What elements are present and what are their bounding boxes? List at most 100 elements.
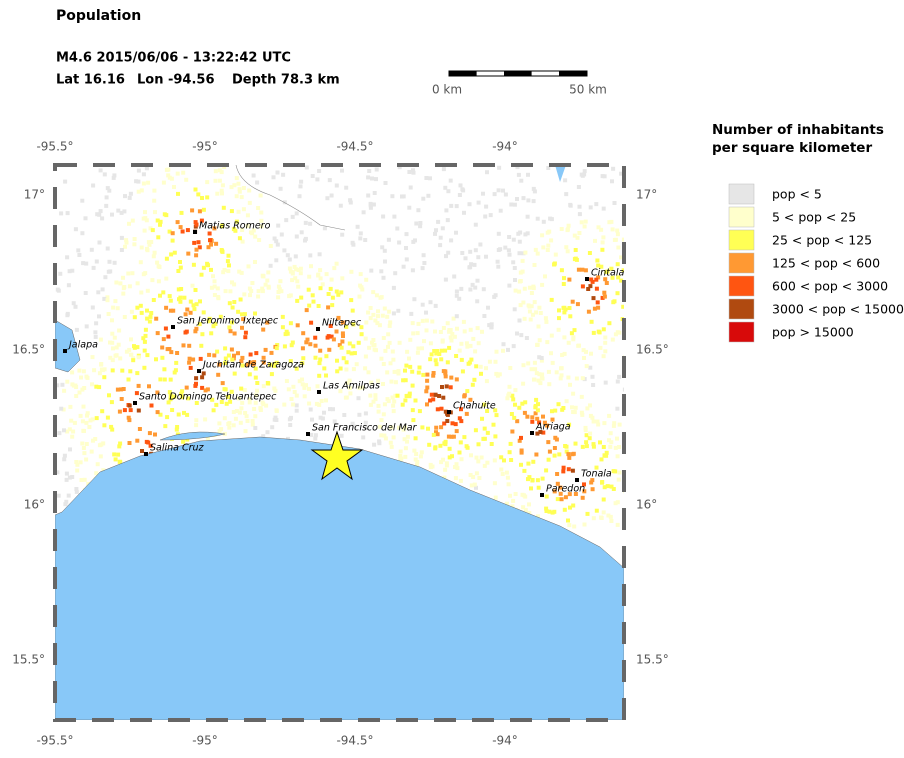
pop-cell: [438, 243, 443, 248]
pop-cell: [260, 289, 265, 294]
pop-cell: [99, 362, 104, 366]
pop-cell: [491, 422, 496, 427]
pop-cell: [175, 171, 180, 176]
pop-cell: [500, 472, 505, 476]
pop-cell: [110, 427, 115, 432]
pop-cell: [379, 418, 384, 423]
pop-cell: [127, 284, 132, 289]
pop-cell: [136, 408, 141, 413]
pop-cell: [103, 275, 108, 280]
pop-cell: [354, 362, 359, 367]
pop-cell: [622, 387, 624, 392]
pop-cell: [227, 325, 232, 330]
pop-cell: [213, 321, 218, 326]
pop-cell: [420, 302, 425, 307]
pop-cell: [459, 407, 463, 412]
pop-cell: [238, 420, 243, 425]
pop-cell: [70, 475, 75, 479]
pop-cell: [126, 271, 131, 276]
pop-cell: [115, 306, 120, 311]
pop-cell: [428, 398, 433, 403]
pop-cell: [584, 433, 589, 438]
pop-cell: [242, 292, 247, 297]
pop-cell: [155, 390, 160, 395]
pop-cell: [299, 179, 304, 184]
pop-cell: [128, 408, 133, 413]
pop-cell: [239, 386, 244, 391]
pop-cell: [124, 349, 129, 354]
pop-cell: [127, 195, 132, 200]
pop-cell: [289, 397, 294, 401]
pop-cell: [594, 508, 599, 513]
pop-cell: [596, 329, 601, 334]
pop-cell: [405, 349, 410, 354]
pop-cell: [596, 263, 601, 268]
pop-cell: [233, 416, 238, 421]
pop-cell: [594, 202, 599, 207]
pop-cell: [89, 247, 94, 252]
pop-cell: [574, 376, 579, 381]
pop-cell: [580, 267, 585, 272]
pop-cell: [489, 325, 494, 330]
pop-cell: [411, 331, 416, 336]
pop-cell: [403, 378, 408, 383]
pop-cell: [117, 409, 122, 414]
pop-cell: [416, 370, 421, 375]
pop-cell: [607, 413, 612, 418]
pop-cell: [282, 248, 287, 253]
pop-cell: [178, 225, 183, 230]
pop-cell: [156, 235, 161, 240]
pop-cell: [381, 362, 386, 366]
pop-cell: [223, 346, 228, 351]
pop-cell: [293, 254, 298, 259]
pop-cell: [294, 408, 299, 413]
pop-cell: [285, 331, 290, 336]
pop-cell: [556, 402, 561, 407]
pop-cell: [121, 387, 126, 391]
pop-cell: [308, 221, 313, 226]
pop-cell: [443, 409, 448, 414]
pop-cell: [115, 387, 120, 392]
pop-cell: [380, 245, 385, 250]
pop-cell: [493, 408, 498, 413]
pop-cell: [420, 266, 425, 271]
pop-cell: [541, 245, 546, 250]
pop-cell: [472, 262, 477, 267]
pop-cell: [509, 412, 514, 416]
pop-cell: [92, 368, 97, 373]
pop-cell: [334, 261, 339, 266]
pop-cell: [493, 293, 498, 298]
pop-cell: [415, 331, 420, 336]
pop-cell: [449, 375, 454, 380]
pop-cell: [337, 343, 342, 348]
lon-tick-label: -95°: [192, 734, 218, 748]
pop-cell: [381, 336, 386, 340]
pop-cell: [259, 210, 264, 215]
pop-cell: [374, 167, 379, 172]
pop-cell: [147, 242, 152, 247]
map-frame: [53, 163, 626, 722]
pop-cell: [172, 250, 177, 255]
pop-cell: [234, 176, 239, 181]
pop-cell: [590, 374, 595, 379]
pop-cell: [457, 348, 462, 353]
pop-cell: [559, 497, 564, 502]
pop-cell: [537, 305, 542, 310]
pop-cell: [615, 500, 620, 505]
legend-swatch: [728, 252, 755, 274]
pop-cell: [313, 343, 318, 348]
pop-cell: [381, 214, 386, 219]
pop-cell: [132, 315, 137, 320]
pop-cell: [533, 247, 538, 252]
pop-cell: [93, 437, 98, 441]
pop-cell: [253, 414, 258, 419]
pop-cell: [245, 362, 250, 367]
pop-cell: [112, 452, 117, 457]
pop-cell: [474, 485, 478, 490]
pop-cell: [487, 359, 492, 364]
pop-cell: [273, 415, 278, 420]
pop-cell: [619, 278, 624, 283]
pop-cell: [261, 384, 266, 389]
pop-cell: [527, 285, 532, 290]
pop-cell: [82, 451, 87, 456]
